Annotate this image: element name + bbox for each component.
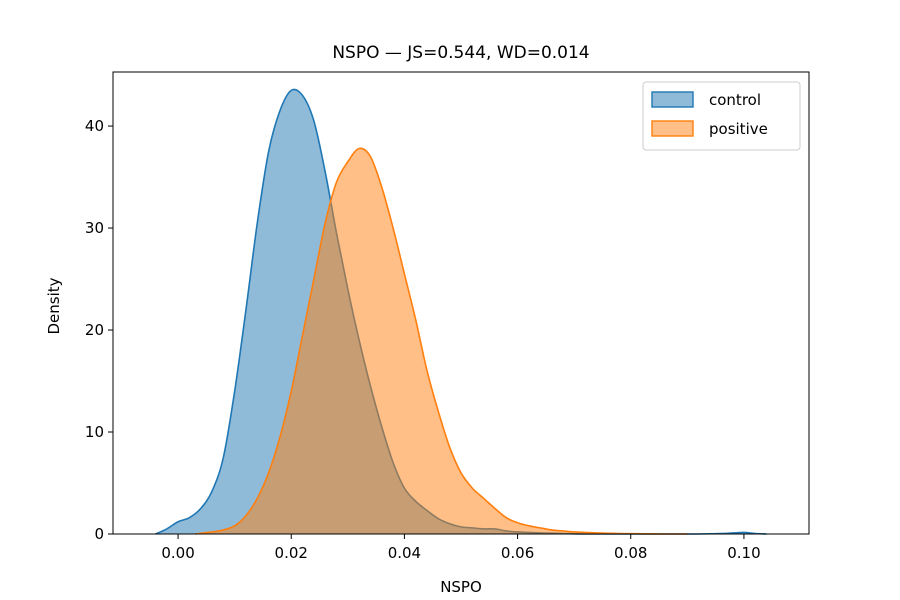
chart-title: NSPO — JS=0.544, WD=0.014 bbox=[332, 43, 589, 63]
axes-layer: 0.00 0.02 0.04 0.06 0.08 0.10 0 10 20 30 40 bbox=[85, 71, 810, 562]
x-tick-label: 0.00 bbox=[161, 544, 194, 562]
x-tick-label: 0.04 bbox=[388, 544, 421, 562]
x-axis-label: NSPO bbox=[440, 578, 482, 596]
series-area-control bbox=[155, 89, 767, 534]
legend-label-positive: positive bbox=[709, 120, 768, 138]
series-line-positive bbox=[194, 147, 688, 535]
y-tick-label: 10 bbox=[85, 423, 104, 441]
series-area-positive bbox=[195, 148, 688, 534]
y-axis-label: Density bbox=[45, 277, 63, 334]
legend-swatch-positive bbox=[651, 120, 694, 137]
y-tick-label: 30 bbox=[85, 219, 104, 237]
x-tick-label: 0.06 bbox=[501, 544, 534, 562]
x-tick-label: 0.10 bbox=[727, 544, 760, 562]
legend: control positive bbox=[642, 81, 801, 151]
y-tick-label: 0 bbox=[94, 525, 104, 543]
x-tick-label: 0.02 bbox=[275, 544, 308, 562]
y-tick-label: 40 bbox=[85, 117, 104, 135]
x-tick-label: 0.08 bbox=[614, 544, 647, 562]
series-layer bbox=[155, 88, 767, 535]
y-tick-label: 20 bbox=[85, 321, 104, 339]
legend-swatch-control bbox=[651, 91, 694, 108]
plot-frame bbox=[112, 71, 810, 535]
legend-label-control: control bbox=[709, 91, 761, 109]
